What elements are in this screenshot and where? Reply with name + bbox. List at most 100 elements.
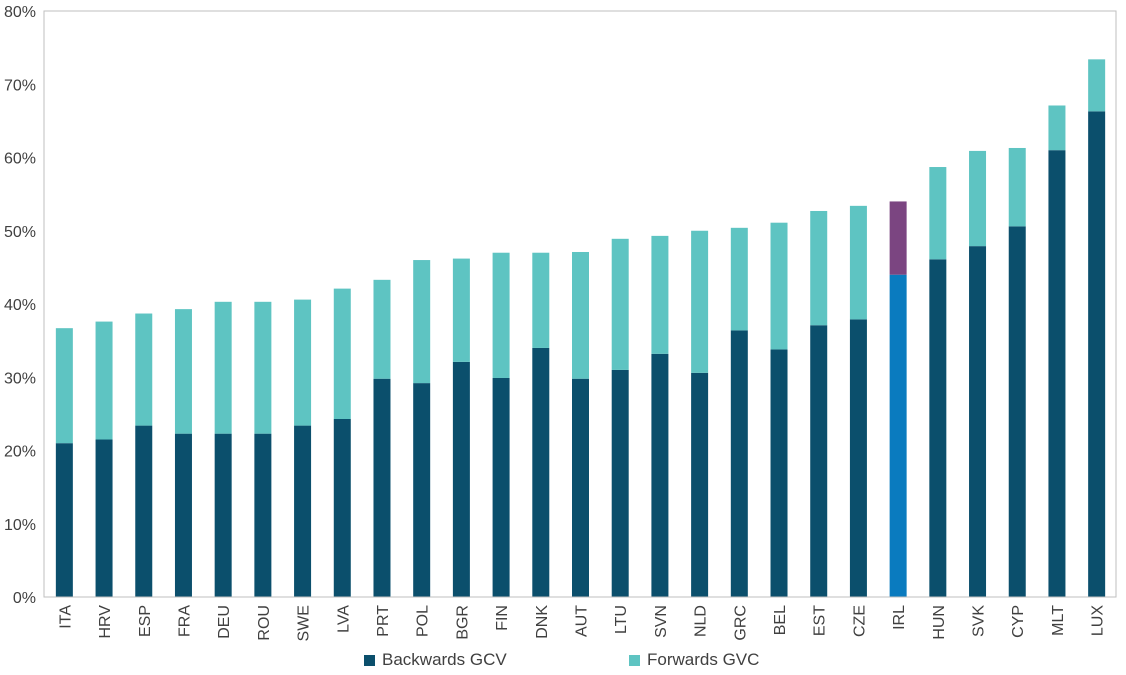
bar-backwards-cyp — [1008, 226, 1026, 598]
bar-backwards-deu — [214, 433, 232, 597]
plot-frame — [43, 10, 1117, 598]
bar-backwards-svk — [969, 246, 987, 597]
bar-backwards-prt — [373, 378, 391, 597]
x-tick-label: FIN — [494, 605, 511, 631]
y-tick-label: 40% — [4, 297, 36, 314]
legend-item-forwards: Forwards GVC — [629, 650, 759, 670]
bar-backwards-grc — [730, 330, 748, 597]
bar-backwards-ita — [55, 443, 73, 597]
x-tick-label: FRA — [176, 605, 193, 637]
bar-backwards-fin — [492, 377, 510, 597]
x-tick-label: GRC — [732, 605, 749, 641]
bar-forwards-rou — [254, 301, 272, 434]
bar-backwards-lux — [1088, 111, 1106, 597]
x-tick-label: HUN — [931, 605, 948, 640]
bar-forwards-hun — [929, 167, 947, 260]
x-tick-label: POL — [415, 605, 432, 637]
bar-forwards-swe — [294, 299, 312, 426]
bar-forwards-cyp — [1008, 147, 1026, 227]
x-tick-label: SVN — [653, 605, 670, 638]
x-tick-label: EST — [812, 605, 829, 636]
x-tick-label: IRL — [891, 605, 908, 630]
x-tick-label: LVA — [335, 605, 352, 633]
y-tick-label: 60% — [4, 151, 36, 168]
bar-forwards-lux — [1088, 59, 1106, 112]
bar-backwards-hrv — [95, 439, 113, 597]
bar-forwards-fra — [174, 309, 192, 434]
bar-forwards-pol — [413, 260, 431, 384]
legend-label-backwards: Backwards GCV — [382, 650, 507, 669]
x-tick-label: PRT — [375, 605, 392, 637]
bar-backwards-lva — [333, 419, 351, 597]
bar-forwards-deu — [214, 301, 232, 434]
y-tick-label: 0% — [13, 590, 36, 607]
y-tick-label: 70% — [4, 77, 36, 94]
y-tick-label: 50% — [4, 224, 36, 241]
bar-forwards-aut — [572, 251, 589, 379]
bar-forwards-ita — [55, 328, 73, 444]
bar-forwards-esp — [135, 313, 153, 426]
bar-backwards-hun — [929, 259, 947, 597]
x-tick-label: BGR — [454, 605, 471, 640]
bar-backwards-rou — [254, 433, 272, 597]
x-axis-labels: ITA HRV ESP FRA DEU ROU SWE LVA PRT POL BGR FIN DNK A… — [57, 605, 1106, 642]
bar-backwards-swe — [294, 425, 312, 597]
bar-forwards-nld — [691, 230, 709, 373]
x-tick-label: MLT — [1050, 605, 1067, 636]
y-tick-label: 20% — [4, 444, 36, 461]
legend: Backwards GCV Forwards GVC — [0, 650, 1126, 672]
x-tick-label: SVK — [971, 605, 988, 637]
bar-backwards-est — [810, 325, 828, 597]
x-tick-label: DNK — [534, 605, 551, 639]
bar-forwards-prt — [373, 279, 391, 379]
bar-backwards-svn — [651, 353, 669, 597]
x-tick-label: BEL — [772, 605, 789, 635]
bar-backwards-bel — [770, 349, 788, 597]
bar-backwards-irl — [889, 274, 907, 597]
bar-backwards-fra — [174, 433, 192, 597]
x-tick-label: ROU — [256, 605, 273, 641]
x-tick-label: LTU — [613, 605, 630, 634]
x-tick-label: ITA — [57, 605, 74, 629]
x-tick-label: ESP — [137, 605, 154, 637]
bar-forwards-dnk — [532, 252, 550, 348]
bar-forwards-hrv — [95, 321, 113, 440]
bar-backwards-esp — [135, 425, 153, 597]
x-tick-label: CYP — [1010, 605, 1027, 638]
x-tick-label: DEU — [216, 605, 233, 639]
bar-backwards-ltu — [611, 369, 629, 597]
bar-forwards-fin — [492, 252, 510, 378]
x-tick-label: SWE — [296, 605, 313, 641]
bar-backwards-pol — [413, 383, 431, 597]
bar-backwards-dnk — [532, 347, 550, 597]
bar-forwards-svk — [969, 150, 987, 247]
bar-forwards-bel — [770, 222, 788, 350]
x-tick-label: HRV — [97, 605, 114, 639]
x-tick-label: NLD — [693, 605, 710, 637]
y-tick-label: 80% — [4, 4, 36, 21]
y-tick-label: 30% — [4, 370, 36, 387]
bar-forwards-est — [810, 210, 828, 326]
legend-label-forwards: Forwards GVC — [647, 650, 760, 669]
bar-forwards-bgr — [452, 258, 470, 362]
bar-forwards-svn — [651, 235, 669, 354]
bar-forwards-grc — [730, 227, 748, 331]
bar-backwards-aut — [572, 378, 589, 597]
bar-forwards-lva — [333, 288, 351, 420]
bar-forwards-cze — [849, 205, 867, 320]
legend-swatch-forwards — [629, 654, 640, 666]
bars — [55, 59, 1106, 598]
bar-backwards-cze — [849, 319, 867, 597]
bar-backwards-nld — [691, 372, 709, 597]
bar-forwards-mlt — [1048, 105, 1066, 151]
x-tick-label: AUT — [574, 605, 591, 637]
x-tick-label: LUX — [1090, 605, 1107, 636]
bar-forwards-ltu — [611, 238, 629, 370]
y-tick-label: 10% — [4, 517, 36, 534]
x-tick-label: CZE — [851, 605, 868, 637]
legend-item-backwards: Backwards GCV — [364, 650, 507, 670]
bar-backwards-mlt — [1048, 150, 1066, 598]
bar-backwards-bgr — [452, 361, 470, 597]
bar-forwards-irl — [889, 201, 907, 275]
